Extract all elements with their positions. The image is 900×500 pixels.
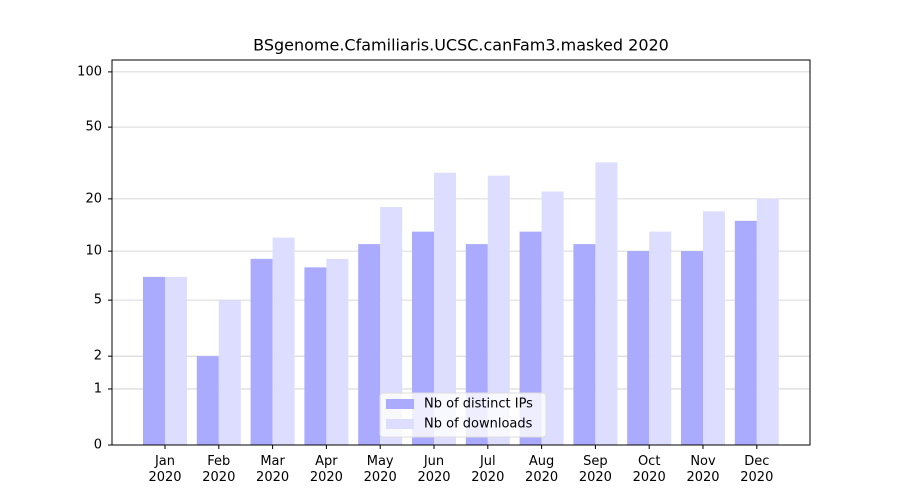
- bar: [412, 231, 434, 445]
- bar: [703, 211, 725, 445]
- bar: [380, 206, 403, 445]
- bar: [681, 251, 703, 445]
- y-tick-label: 0: [94, 438, 102, 453]
- x-tick-label: Feb 2020: [202, 454, 236, 485]
- y-tick-label: 5: [94, 293, 102, 308]
- x-tick-label: May 2020: [363, 454, 397, 485]
- bar: [756, 198, 779, 445]
- bar: [434, 172, 456, 445]
- bar: [573, 244, 596, 445]
- legend-box: [379, 392, 547, 438]
- plot-frame: [111, 59, 811, 446]
- bar: [595, 162, 618, 445]
- x-tick-label: Sep 2020: [578, 454, 612, 485]
- y-tick-label: 50: [85, 120, 102, 135]
- x-tick-label: Nov 2020: [686, 454, 720, 485]
- bar: [519, 231, 542, 445]
- legend-label: Nb of distinct IPs: [424, 397, 533, 412]
- y-tick-label: 1: [94, 381, 102, 396]
- bar: [143, 276, 165, 445]
- bar: [250, 258, 273, 445]
- bar: [218, 300, 241, 445]
- bar: [304, 267, 327, 445]
- bar: [627, 251, 650, 445]
- y-tick-label: 20: [85, 191, 102, 206]
- legend-swatch: [386, 399, 414, 409]
- legend-swatch: [386, 419, 414, 429]
- x-tick-label: Apr 2020: [309, 454, 343, 485]
- bar: [649, 231, 672, 445]
- bar: [196, 356, 219, 445]
- bar: [734, 220, 757, 445]
- chart-title: BSgenome.Cfamiliaris.UCSC.canFam3.masked…: [253, 36, 669, 55]
- x-tick-label: Dec 2020: [740, 454, 774, 485]
- y-tick-label: 10: [85, 244, 102, 259]
- x-tick-label: Jan 2020: [148, 454, 182, 485]
- y-tick-label: 100: [77, 64, 102, 79]
- x-tick-label: Jun 2020: [417, 454, 451, 485]
- x-tick-label: Mar 2020: [256, 454, 290, 485]
- legend-label: Nb of downloads: [424, 417, 533, 432]
- bar: [541, 191, 564, 445]
- bar: [326, 258, 349, 445]
- x-tick-label: Jul 2020: [471, 454, 505, 485]
- bar: [358, 244, 381, 445]
- y-tick-label: 2: [94, 349, 102, 364]
- x-tick-label: Aug 2020: [525, 454, 559, 485]
- bar: [272, 237, 295, 445]
- x-tick-label: Oct 2020: [632, 454, 666, 485]
- bar: [487, 175, 510, 445]
- bar: [165, 276, 187, 445]
